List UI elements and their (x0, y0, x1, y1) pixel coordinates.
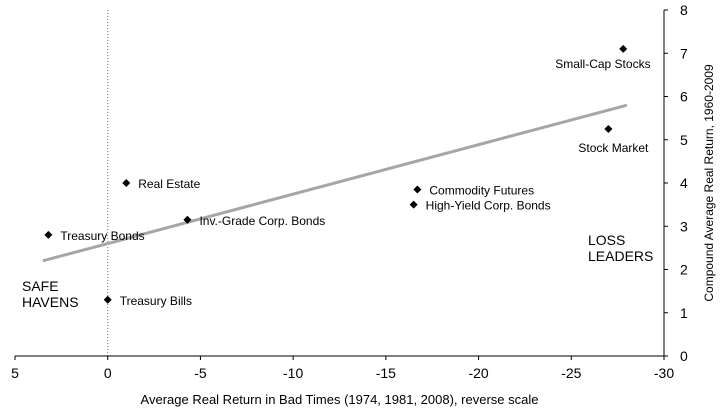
data-point-label: Inv.-Grade Corp. Bonds (199, 214, 325, 228)
y-tick-label: 3 (680, 218, 688, 234)
data-point-label: High-Yield Corp. Bonds (426, 199, 551, 213)
x-tick-label: -20 (468, 365, 488, 381)
data-point-label: Small-Cap Stocks (555, 57, 650, 71)
data-point-marker (103, 295, 112, 304)
chart-annotation: SAFE (22, 278, 59, 294)
x-tick-label: -30 (654, 365, 674, 381)
x-tick-label: 0 (104, 365, 112, 381)
trendline (42, 103, 628, 263)
data-point-marker (122, 179, 131, 187)
x-tick-label: -15 (376, 365, 396, 381)
y-tick-label: 4 (680, 175, 688, 191)
data-point-marker (413, 185, 422, 194)
y-tick-group: 0 1 2 3 4 5 6 7 8 (664, 2, 688, 364)
data-point-label: Commodity Futures (429, 183, 534, 197)
data-point-label: Treasury Bills (120, 294, 192, 308)
y-tick-label: 8 (680, 2, 688, 18)
data-points: Treasury Bonds Treasury Bills Real Estate I… (44, 44, 651, 308)
x-tick-group: 5 0 -5 -10 -15 -20 -25 -30 (11, 356, 674, 381)
x-axis-label: Average Real Return in Bad Times (1974, … (141, 392, 539, 407)
y-tick-label: 1 (680, 305, 688, 321)
x-tick-label: -25 (561, 365, 581, 381)
y-tick-label: 2 (680, 262, 688, 278)
data-point-marker (604, 124, 613, 133)
y-tick-label: 7 (680, 45, 688, 61)
data-point-label: Treasury Bonds (60, 229, 144, 243)
data-point-marker (409, 200, 418, 209)
chart-annotation: LOSS (588, 232, 625, 248)
x-tick-label: -10 (283, 365, 303, 381)
data-point-label: Real Estate (138, 177, 200, 191)
chart-annotation: LEADERS (588, 248, 653, 264)
data-point-marker (44, 230, 53, 239)
x-tick-label: -5 (194, 365, 207, 381)
y-tick-label: 5 (680, 132, 688, 148)
y-tick-label: 6 (680, 89, 688, 105)
data-point-marker (183, 215, 192, 224)
data-point-marker (619, 44, 628, 53)
y-tick-label: 0 (680, 348, 688, 364)
data-point-label: Stock Market (578, 141, 649, 155)
x-tick-label: 5 (11, 365, 19, 381)
y-axis-label: Compound Average Real Return, 1960-2009 (702, 64, 716, 302)
chart-annotation: HAVENS (22, 294, 79, 310)
